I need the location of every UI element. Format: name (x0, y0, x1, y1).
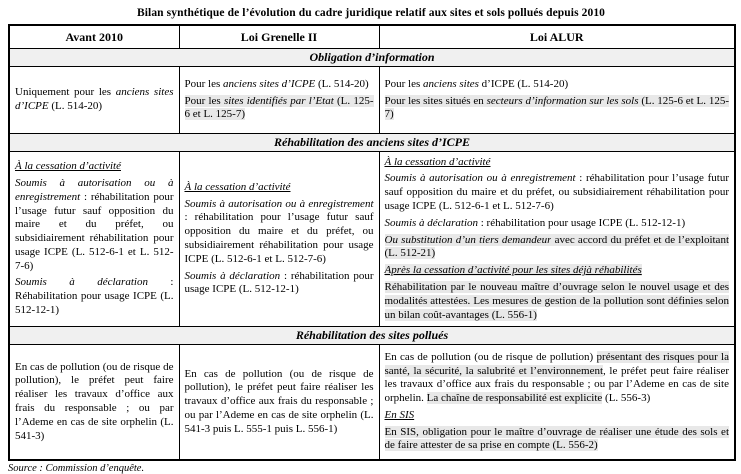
paragraph: Pour les anciens sites d’ICPE (L. 514-20… (185, 78, 374, 92)
text-run: À la cessation d’activité (15, 160, 121, 173)
page-title: Bilan synthétique de l’évolution du cadr… (136, 7, 606, 19)
paragraph: En SIS (385, 409, 730, 423)
text-run: Uniquement pour les (15, 86, 116, 99)
text-run: En cas de pollution (ou de risque de pol… (184, 367, 374, 435)
text-run: Pour les (184, 94, 224, 107)
text-run: Pour les sites situés en (384, 94, 487, 107)
section-heading-obligation-information: Obligation d’information (8, 48, 736, 67)
body-row-rehabilitation-sites-pollues: En cas de pollution (ou de risque de pol… (8, 344, 736, 461)
section-row-obligation-information: Obligation d’information (8, 48, 736, 67)
column-header-avant-2010: Avant 2010 (8, 24, 180, 49)
paragraph: Pour les anciens sites d’ICPE (L. 514-20… (385, 78, 730, 92)
text-run: : réhabilitation pour l’usage futur sauf… (384, 172, 730, 212)
header-row: Avant 2010 Loi Grenelle II Loi ALUR (8, 24, 736, 49)
text-run: Soumis à déclaration (15, 276, 148, 289)
text-run: Après la cessation d’activité pour les s… (384, 264, 642, 277)
section-row-rehabilitation-sites-pollues: Réhabilitation des sites pollués (8, 326, 736, 345)
paragraph: En cas de pollution (ou de risque de pol… (185, 368, 374, 437)
text-run: : réhabilitation pour usage ICPE (L. 512… (184, 269, 374, 296)
paragraph: En cas de pollution (ou de risque de pol… (384, 350, 730, 406)
text-run: Ou substitution d’un tiers demandeur (384, 233, 552, 246)
text-run: En cas de pollution (ou de risque de pol… (384, 350, 597, 363)
text-run: Pour les (384, 77, 423, 90)
text-run: Soumis à déclaration (184, 269, 281, 282)
paragraph: Soumis à déclaration : Réhabilitation po… (15, 276, 174, 317)
column-header-loi-alur: Loi ALUR (378, 24, 736, 49)
text-run: d’ICPE (L. 514-20) (478, 77, 569, 90)
text-run: En SIS, obligation pour le maître d’ouvr… (384, 425, 729, 452)
paragraph: Soumis à autorisation ou à enregistremen… (385, 172, 730, 213)
paragraph: Soumis à déclaration : réhabilitation po… (185, 270, 374, 298)
paragraph: Pour les sites identifiés par l’Etat (L.… (184, 94, 374, 123)
cell-rehabilitation-anciens-sites-icpe-col0: À la cessation d’activité Soumis à autori… (8, 151, 180, 327)
text-run: sites identifiés par l’Etat (223, 94, 334, 107)
text-run: Soumis à déclaration (384, 216, 479, 229)
text-run: : Réhabilitation pour usage ICPE (L. 512… (15, 276, 174, 317)
paragraph: Après la cessation d’activité pour les s… (384, 264, 730, 278)
text-run: anciens sites (423, 77, 479, 90)
text-run: En cas de pollution (ou de risque de pol… (15, 360, 174, 442)
text-run: secteurs d’information sur les sols (486, 94, 639, 107)
text-run: Soumis à autorisation ou à enregistremen… (184, 197, 374, 210)
cell-rehabilitation-anciens-sites-icpe-col1: À la cessation d’activité Soumis à autori… (178, 151, 380, 327)
paragraph: Pour les sites situés en secteurs d’info… (384, 94, 729, 123)
section-heading-rehabilitation-anciens-sites-icpe: Réhabilitation des anciens sites d’ICPE (8, 133, 736, 152)
paragraph: À la cessation d’activité (385, 156, 730, 170)
text-run: Réhabilitation par le nouveau maître d’o… (384, 280, 729, 321)
text-run: À la cessation d’activité (384, 155, 491, 168)
cell-obligation-information-col2: Pour les anciens sites d’ICPE (L. 514-20… (378, 66, 736, 134)
paragraph: Soumis à autorisation ou à enregistremen… (15, 177, 174, 274)
text-run: : réhabilitation pour l’usage futur sauf… (184, 211, 374, 265)
paragraph: En cas de pollution (ou de risque de pol… (15, 361, 174, 444)
legal-comparison-table: Avant 2010 Loi Grenelle II Loi ALUR Obli… (8, 24, 736, 461)
text-run: (L. 514-20) (48, 100, 103, 112)
cell-rehabilitation-sites-pollues-col1: En cas de pollution (ou de risque de pol… (178, 344, 380, 461)
paragraph: Soumis à déclaration : réhabilitation po… (385, 217, 730, 231)
text-run: Soumis à autorisation ou à enregistremen… (384, 172, 576, 185)
text-run: La chaîne de responsabilité est explicit… (426, 392, 603, 405)
paragraph: Soumis à autorisation ou à enregistremen… (185, 198, 374, 267)
text-run: (L. 514-20) (315, 77, 369, 90)
cell-obligation-information-col1: Pour les anciens sites d’ICPE (L. 514-20… (178, 66, 380, 134)
body-row-rehabilitation-anciens-sites-icpe: À la cessation d’activité Soumis à autori… (8, 151, 736, 327)
cell-obligation-information-col0: Uniquement pour les anciens sites d’ICPE… (8, 66, 180, 134)
paragraph: À la cessation d’activité (185, 181, 374, 195)
cell-rehabilitation-anciens-sites-icpe-col2: À la cessation d’activité Soumis à autori… (378, 151, 736, 327)
body-row-obligation-information: Uniquement pour les anciens sites d’ICPE… (8, 66, 736, 134)
section-heading-rehabilitation-sites-pollues: Réhabilitation des sites pollués (8, 326, 736, 345)
text-run: : réhabilitation pour l’usage futur sauf… (15, 190, 174, 272)
cell-rehabilitation-sites-pollues-col2: En cas de pollution (ou de risque de pol… (378, 344, 736, 461)
text-run: anciens sites d’ICPE (15, 86, 174, 112)
table-header: Avant 2010 Loi Grenelle II Loi ALUR (8, 24, 736, 49)
text-run: : réhabilitation pour usage ICPE (L. 512… (478, 216, 686, 229)
cell-rehabilitation-sites-pollues-col0: En cas de pollution (ou de risque de pol… (8, 344, 180, 461)
source-note: Source : Commission d’enquête. (8, 463, 145, 474)
paragraph: Uniquement pour les anciens sites d’ICPE… (15, 86, 174, 114)
paragraph: Réhabilitation par le nouveau maître d’o… (384, 280, 729, 322)
text-run: , le préfet peut faire réaliser les trav… (384, 364, 730, 405)
section-row-rehabilitation-anciens-sites-icpe: Réhabilitation des anciens sites d’ICPE (8, 133, 736, 152)
text-run: À la cessation d’activité (184, 180, 291, 193)
text-run: anciens sites d’ICPE (223, 77, 316, 90)
paragraph: Ou substitution d’un tiers demandeur ave… (384, 233, 729, 262)
column-header-loi-grenelle-2: Loi Grenelle II (178, 24, 380, 49)
paragraph: À la cessation d’activité (15, 160, 174, 174)
text-run: (L. 556-3) (602, 392, 651, 405)
table-body: Obligation d’information Uniquement pour … (8, 48, 736, 461)
paragraph: En SIS, obligation pour le maître d’ouvr… (384, 425, 729, 454)
text-run: Pour les (184, 77, 223, 90)
text-run: Soumis à autorisation ou à enregistremen… (15, 176, 174, 203)
text-run: En SIS (384, 408, 415, 421)
